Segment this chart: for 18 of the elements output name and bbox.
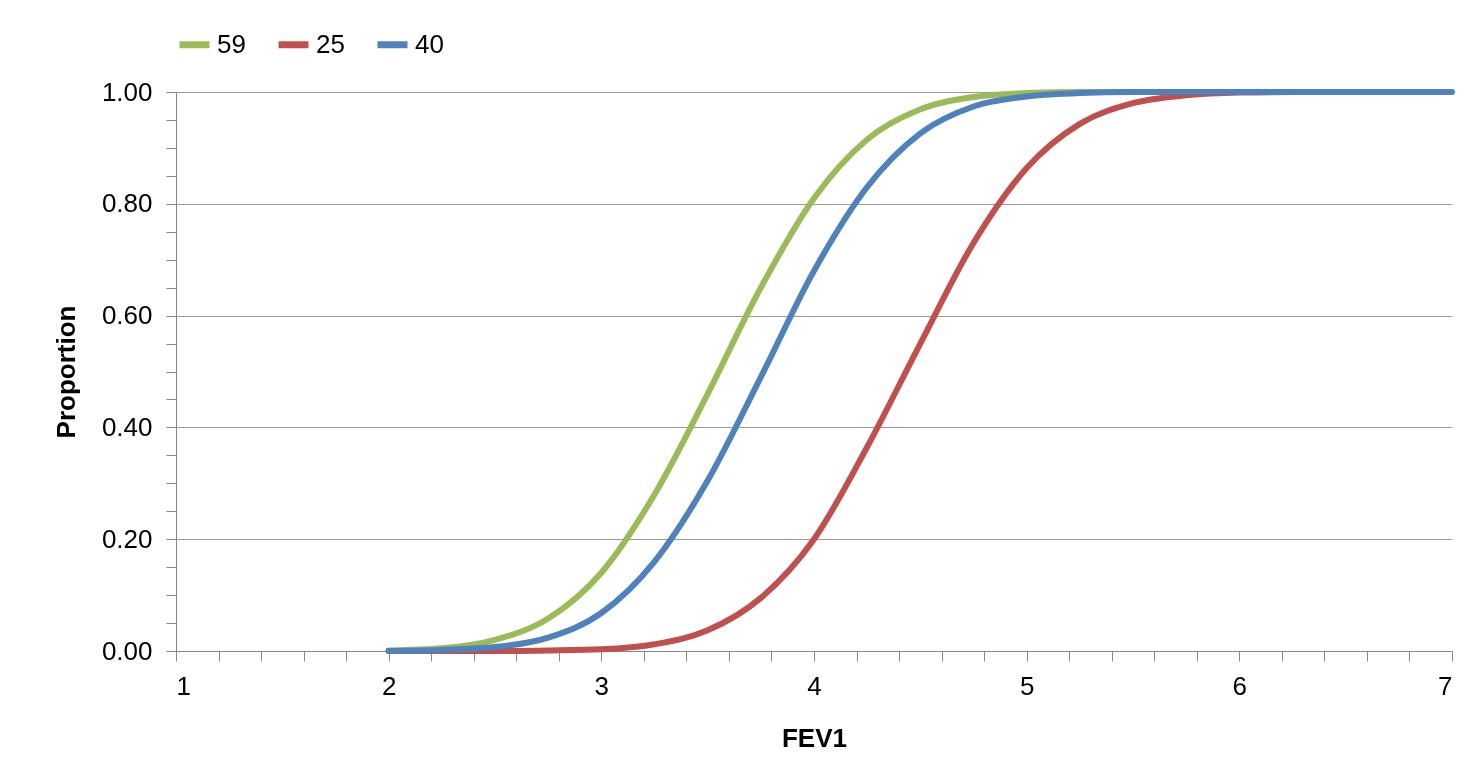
x-tick-label: 4 <box>807 670 822 701</box>
y-tick-label: 0.60 <box>101 300 153 331</box>
y-tick-label: 0.00 <box>101 635 153 666</box>
x-tick-label: 6 <box>1232 670 1248 701</box>
legend-label: 40 <box>415 28 444 59</box>
x-tick-label: 2 <box>381 670 397 701</box>
x-tick-label: 7 <box>1438 670 1453 701</box>
x-tick-label: 3 <box>594 670 610 701</box>
y-tick-label: 0.20 <box>101 523 153 554</box>
x-tick-label: 1 <box>176 670 191 701</box>
y-tick-label: 0.40 <box>101 411 153 442</box>
y-tick-label: 1.00 <box>101 76 153 107</box>
x-axis-title: FEV1 <box>781 722 848 753</box>
x-tick-label: 5 <box>1019 670 1035 701</box>
y-tick-label: 0.80 <box>101 188 153 219</box>
legend-label: 59 <box>217 28 246 59</box>
legend-label: 25 <box>316 28 345 59</box>
y-axis-title: Proportion <box>50 305 81 439</box>
